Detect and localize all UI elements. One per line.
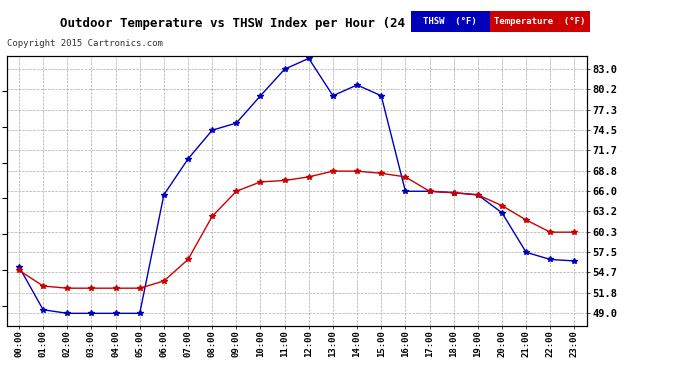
Text: Copyright 2015 Cartronics.com: Copyright 2015 Cartronics.com bbox=[7, 39, 163, 48]
Text: THSW  (°F): THSW (°F) bbox=[424, 17, 477, 26]
Text: Temperature  (°F): Temperature (°F) bbox=[494, 17, 586, 26]
Text: Outdoor Temperature vs THSW Index per Hour (24 Hours)  20150617: Outdoor Temperature vs THSW Index per Ho… bbox=[61, 17, 533, 30]
